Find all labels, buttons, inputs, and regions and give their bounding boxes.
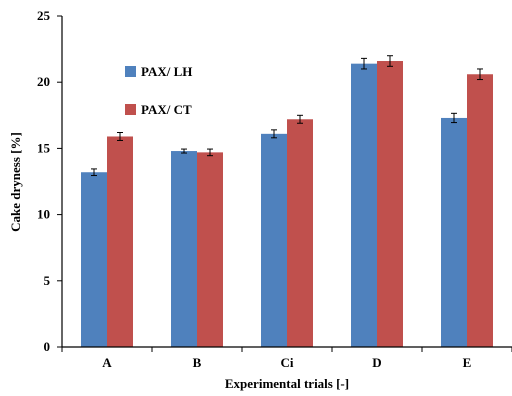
bar-a-series-2 xyxy=(107,136,133,347)
legend-swatch xyxy=(125,104,136,115)
legend-swatch xyxy=(125,66,136,77)
bar-d-series-2 xyxy=(377,61,403,348)
y-tick-label: 5 xyxy=(44,273,51,288)
x-tick-label: A xyxy=(102,355,112,370)
x-tick-label: E xyxy=(463,355,472,370)
x-tick-label: D xyxy=(372,355,381,370)
bar-e-series-1 xyxy=(441,117,467,347)
x-tick-label: Ci xyxy=(281,355,294,370)
bar-b-series-2 xyxy=(197,152,223,347)
bar-ci-series-2 xyxy=(287,119,313,347)
bar-a-series-1 xyxy=(81,172,107,347)
bar-d-series-1 xyxy=(351,63,377,347)
bars-layer xyxy=(81,61,493,348)
y-axis-title: Cake dryness [%] xyxy=(8,132,23,232)
legend-label: PAX/ LH xyxy=(141,64,192,79)
legend-label: PAX/ CT xyxy=(141,102,192,117)
x-axis-title: Experimental trials [-] xyxy=(225,376,349,391)
bar-b-series-1 xyxy=(171,151,197,347)
axes-layer xyxy=(57,15,512,352)
y-tick-label: 10 xyxy=(37,207,50,222)
y-tick-label: 25 xyxy=(37,8,51,23)
legend: PAX/ LH PAX/ CT xyxy=(125,64,192,117)
y-tick-label: 20 xyxy=(37,74,50,89)
y-tick-label: 0 xyxy=(44,339,51,354)
labels-layer: 0 5 10 15 20 25 A B Ci D E xyxy=(37,8,471,370)
error-bars-layer xyxy=(91,55,483,177)
bar-e-series-2 xyxy=(467,74,493,348)
x-tick-label: B xyxy=(193,355,202,370)
bar-ci-series-1 xyxy=(261,133,287,347)
y-tick-label: 15 xyxy=(37,140,51,155)
